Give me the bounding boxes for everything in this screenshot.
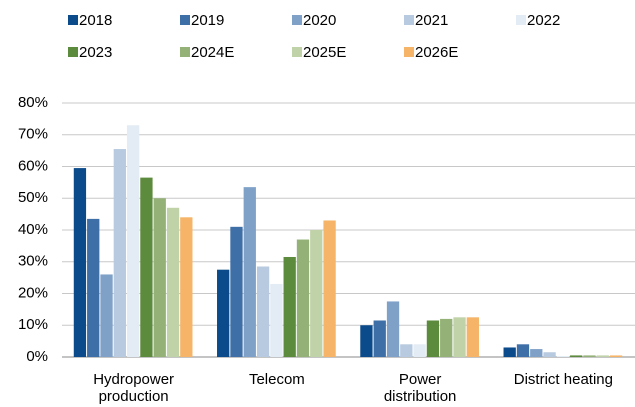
x-tick-label: Hydropower production [93, 371, 175, 405]
bar [180, 217, 193, 357]
bar [243, 187, 256, 357]
bar [87, 218, 100, 357]
x-tick-label: District heating [513, 371, 613, 388]
bar [609, 355, 623, 357]
bar [543, 352, 556, 357]
bar [73, 168, 87, 357]
bar [413, 344, 426, 357]
bar [153, 198, 166, 357]
legend-swatch [404, 15, 414, 25]
legend-label: 2024E [191, 44, 234, 61]
bar [360, 325, 373, 357]
y-tick-label: 10% [18, 316, 48, 333]
legend-swatch [292, 15, 302, 25]
legend-label: 2019 [191, 12, 224, 29]
bar [583, 355, 596, 357]
bar [516, 344, 530, 357]
legend-label: 2020 [303, 12, 336, 29]
legend-label: 2021 [415, 12, 448, 29]
bar [530, 349, 543, 357]
bar [400, 344, 413, 357]
legend-swatch [68, 47, 78, 57]
legend-label: 2022 [527, 12, 560, 29]
bar [140, 177, 153, 357]
bar [166, 207, 180, 357]
x-tick-label: Telecom [248, 371, 305, 388]
legend-label: 2023 [79, 44, 112, 61]
bar [256, 266, 270, 357]
legend-swatch [292, 47, 302, 57]
bar [283, 256, 296, 357]
bar [386, 301, 400, 357]
bar [596, 355, 609, 357]
y-tick-label: 30% [18, 253, 48, 270]
bar [126, 125, 140, 357]
legend-swatch [180, 15, 190, 25]
y-tick-label: 0% [26, 348, 48, 365]
y-tick-label: 80% [18, 94, 48, 111]
bar [323, 220, 336, 357]
bar [217, 269, 230, 357]
bar [453, 317, 466, 357]
bar [373, 320, 386, 357]
y-tick-label: 50% [18, 189, 48, 206]
legend-swatch [180, 47, 190, 57]
bar [466, 317, 479, 357]
bar [503, 347, 516, 357]
y-tick-label: 70% [18, 126, 48, 143]
legend-swatch [516, 15, 526, 25]
bar [230, 226, 243, 357]
bar [440, 318, 453, 357]
bar [556, 356, 570, 357]
bar [270, 283, 283, 357]
bar [570, 355, 583, 357]
x-tick-label: Power distribution [383, 371, 457, 405]
bar [296, 239, 310, 357]
bar [113, 149, 126, 357]
y-tick-label: 60% [18, 157, 48, 174]
legend-label: 2026E [415, 44, 458, 61]
legend-swatch [68, 15, 78, 25]
legend-label: 2025E [303, 44, 346, 61]
y-tick-label: 40% [18, 221, 48, 238]
bar [426, 320, 440, 357]
legend-swatch [404, 47, 414, 57]
bar [310, 230, 323, 357]
bar [100, 274, 113, 357]
y-tick-label: 20% [18, 284, 48, 301]
legend-label: 2018 [79, 12, 112, 29]
